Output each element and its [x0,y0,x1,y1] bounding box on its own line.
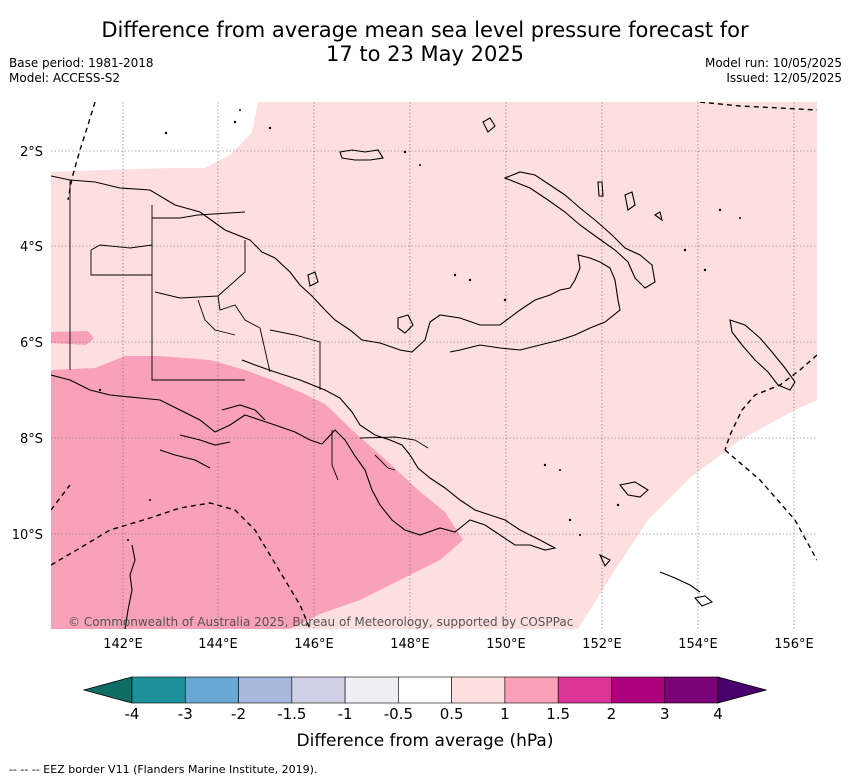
anomaly-region-medium [51,356,463,629]
colorbar-tick-label: -3 [177,705,193,723]
coastlines [51,117,796,629]
colorbar-segment [398,676,452,704]
colorbar-segment [611,676,666,704]
colorbar-segment [344,676,399,704]
colorbar-tick-label: 1.5 [546,705,571,723]
colorbar [82,676,768,704]
lon-label: 150°E [486,637,526,652]
eez-footnote: -- -- -- EEZ border V11 (Flanders Marine… [9,763,318,776]
lon-label: 156°E [774,637,814,652]
colorbar-segment [131,676,186,704]
colorbar-tick-label: 4 [713,705,723,723]
lat-label: 2°S [20,145,43,160]
colorbar-segment [291,676,346,704]
colorbar-tick-label: -1.5 [277,705,307,723]
colorbar-tick-label: 0.5 [439,705,464,723]
lon-label: 142°E [103,637,143,652]
colorbar-segment [504,676,559,704]
colorbar-tick-label: -1 [337,705,353,723]
lon-label: 144°E [198,637,238,652]
colorbar-segment [664,676,719,704]
colorbar-tick-label: 3 [659,705,670,723]
small-islands [98,109,741,541]
lon-label: 154°E [678,637,718,652]
copyright-note: © Commonwealth of Australia 2025, Bureau… [68,615,573,629]
lon-label: 152°E [582,637,622,652]
eez-borders [51,102,817,629]
map-panel: © Commonwealth of Australia 2025, Bureau… [51,102,817,629]
colorbar-arrow-high [717,676,768,704]
lat-label: 10°S [12,528,43,543]
lon-label: 146°E [294,637,334,652]
meta-right: Model run: 10/05/2025 Issued: 12/05/2025 [705,56,842,86]
lon-label: 148°E [390,637,430,652]
colorbar-arrow-low [82,676,133,704]
colorbar-tick-label: -2 [231,705,247,723]
latitude-labels: 2°S 4°S 6°S 8°S 10°S [12,145,43,543]
gridlines [51,102,817,629]
title-line-1: Difference from average mean sea level p… [101,18,749,42]
issued-date: Issued: 12/05/2025 [726,71,842,85]
colorbar-tick-label: 2 [606,705,617,723]
colorbar-segment [451,676,506,704]
model-name: Model: ACCESS-S2 [9,71,121,85]
meta-left: Base period: 1981-2018 Model: ACCESS-S2 [9,56,154,86]
colorbar-tick-label: -4 [124,705,140,723]
anomaly-patch-small [51,331,94,345]
base-period: Base period: 1981-2018 [9,56,154,70]
lat-label: 6°S [20,336,43,351]
colorbar-tick-label: -0.5 [383,705,413,723]
lat-label: 8°S [20,432,43,447]
title-line-2: 17 to 23 May 2025 [325,42,525,66]
colorbar-title: Difference from average (hPa) [296,731,554,751]
admin-borders [69,180,429,481]
colorbar-tick-label: 1 [500,705,510,723]
map-title: Difference from average mean sea level p… [0,18,850,66]
lat-label: 4°S [20,240,43,255]
colorbar-segment [238,676,293,704]
model-run: Model run: 10/05/2025 [704,56,842,70]
colorbar-segment [557,676,612,704]
colorbar-segment [184,676,239,704]
longitude-labels: 142°E 144°E 146°E 148°E 150°E 152°E 154°… [103,637,814,652]
